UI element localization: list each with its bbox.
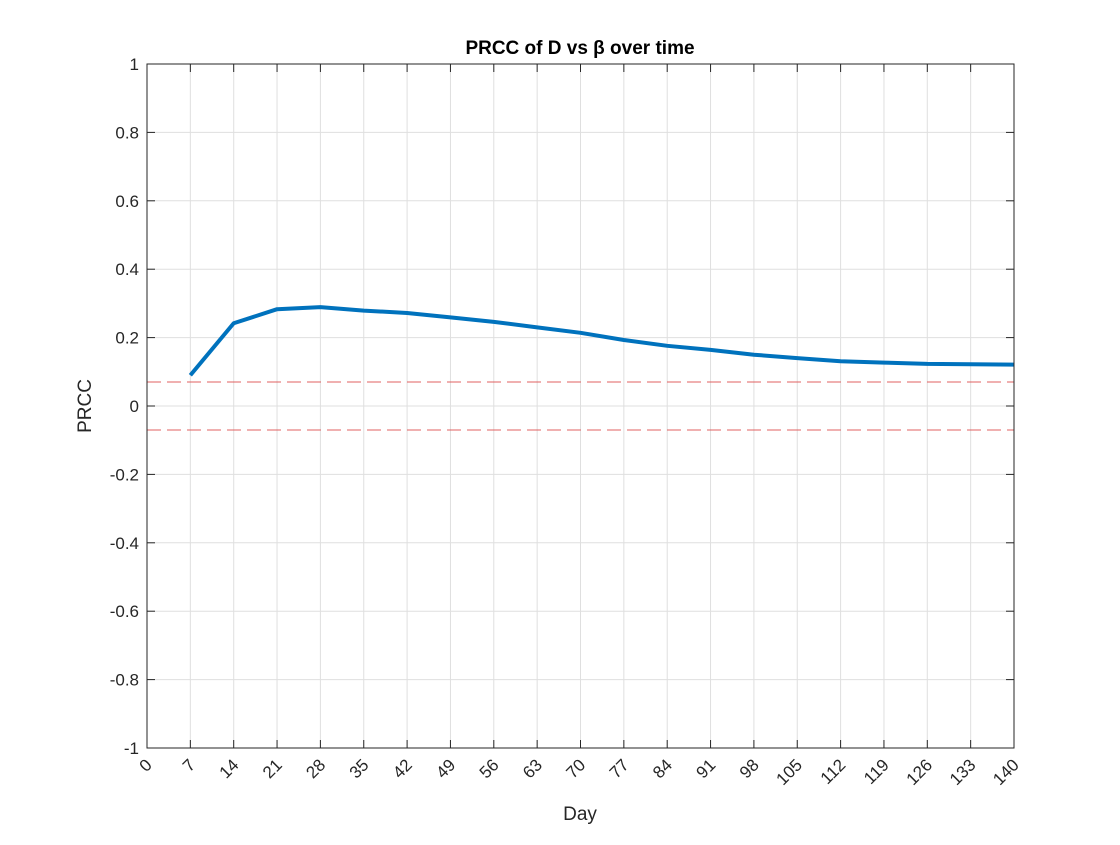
- chart-title: PRCC of D vs β over time: [465, 38, 694, 59]
- series-line: [188, 305, 1015, 377]
- series-layer: [188, 305, 1015, 377]
- y-tick-label: 0.2: [115, 329, 139, 348]
- y-tick-label: 0: [130, 397, 139, 416]
- y-axis-label: PRCC: [75, 379, 96, 433]
- y-tick-label: 0.6: [115, 192, 139, 211]
- y-tick-label: 0.4: [115, 260, 139, 279]
- tick-marks: [146, 63, 1015, 749]
- y-tick-label: 0.8: [115, 123, 139, 142]
- y-tick-label: -0.2: [110, 465, 139, 484]
- grid-layer: [146, 63, 1015, 749]
- y-tick-label: -0.4: [110, 534, 139, 553]
- y-tick-labels: -1 -0.8 -0.6 -0.4 -0.2 0 0.2 0.4 0.6 0.8 1: [110, 55, 139, 758]
- y-tick-label: 1: [130, 55, 139, 74]
- y-tick-label: -0.6: [110, 602, 139, 621]
- y-tick-label: -0.8: [110, 671, 139, 690]
- reference-lines: [147, 381, 1014, 431]
- y-tick-label: -1: [124, 739, 139, 758]
- x-axis-label: Day: [563, 804, 597, 825]
